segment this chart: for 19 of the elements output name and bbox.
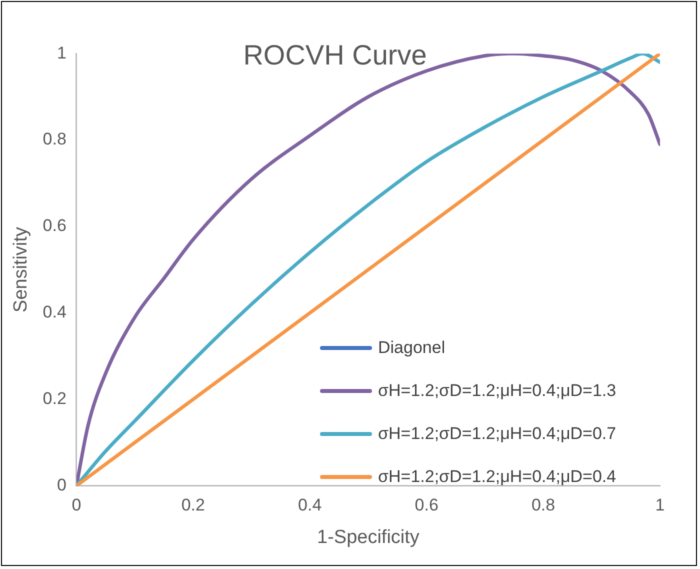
legend-label: Diagonel [378,338,446,358]
y-axis-title: Sensitivity [10,226,32,312]
legend-label: σH=1.2;σD=1.2;μH=0.4;μD=0.7 [378,424,616,444]
y-tick-label: 1 [56,43,66,62]
x-tick-label: 0.8 [531,496,556,515]
x-tick-label: 0.2 [181,496,205,515]
x-tick-label: 0 [72,496,82,515]
y-tick-label: 0.4 [42,302,66,322]
y-tick-label: 0.8 [42,130,66,149]
y-tick-label: 0.6 [42,216,66,236]
x-tick-label: 1 [655,496,665,515]
legend-label: σH=1.2;σD=1.2;μH=0.4;μD=0.4 [378,466,616,486]
chart-title: ROCVH Curve [243,40,427,71]
x-tick-label: 0.6 [414,496,438,515]
legend-label: σH=1.2;σD=1.2;μH=0.4;μD=1.3 [378,380,616,400]
y-tick-label: 0.2 [42,389,66,408]
x-tick-label: 0.4 [298,496,322,515]
y-tick-label: 0 [56,475,66,494]
x-axis-title: 1-Specificity [317,526,420,548]
